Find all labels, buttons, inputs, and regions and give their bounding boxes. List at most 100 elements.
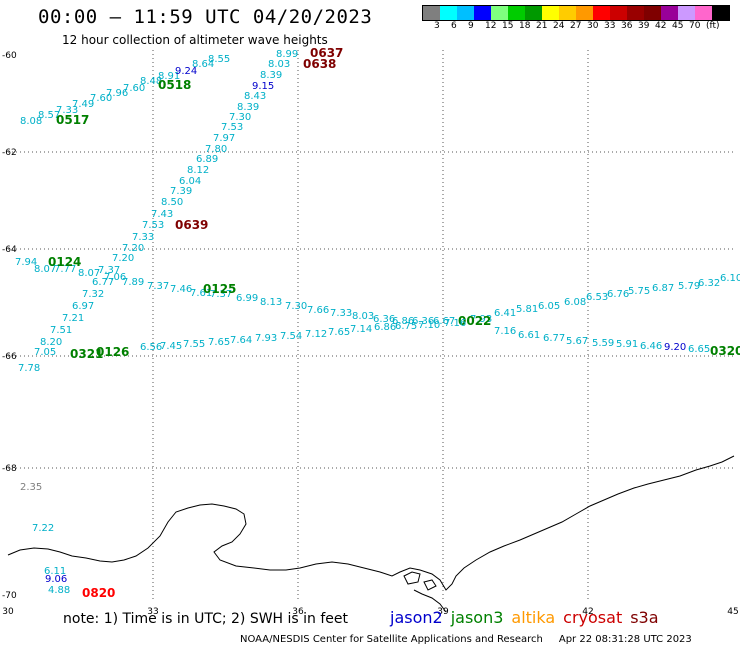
swh-value-label: 7.55 [183, 339, 205, 350]
swh-value-label: 7.60 [90, 93, 112, 104]
swh-value-label: 8.07 [34, 264, 56, 275]
lon-label: 33 [147, 607, 158, 617]
swh-color-scale [422, 5, 730, 21]
lon-label: 42 [582, 607, 593, 617]
swh-value-label: 7.37 [98, 265, 120, 276]
color-scale-tick: 24 [553, 21, 565, 31]
swh-value-label: 7.78 [18, 363, 40, 374]
color-swatch [542, 6, 559, 20]
swh-value-label: 6.10 [720, 273, 740, 284]
swh-value-label: 7.93 [255, 333, 277, 344]
antarctic-coastline [7, 455, 735, 591]
color-swatch [525, 6, 542, 20]
satellite-jason2: jason2 [390, 608, 443, 627]
swh-value-label: 9.20 [664, 342, 686, 353]
swh-value-label: 7.32 [82, 289, 104, 300]
swh-value-label: 7.20 [112, 253, 134, 264]
swh-value-label: 7.51 [50, 325, 72, 336]
swh-labels: 8.088.577.337.497.607.967.608.488.919.24… [15, 46, 740, 600]
swh-value-label: 7.05 [34, 347, 56, 358]
pass-time-label: 0637 [310, 46, 343, 60]
pass-time-label: 0125 [203, 282, 236, 296]
swh-value-label: 8.39 [260, 70, 282, 81]
swh-value-label: 8.39 [237, 102, 259, 113]
color-swatch [661, 6, 678, 20]
swh-value-label: 7.20 [122, 243, 144, 254]
swh-value-label: 7.49 [72, 99, 94, 110]
pass-time-label: 0320 [710, 344, 740, 358]
swh-value-label: 7.89 [122, 277, 144, 288]
swh-value-label: 6.97 [72, 301, 94, 312]
color-scale-tick: 9 [468, 21, 474, 31]
swh-value-label: 5.67 [566, 336, 588, 347]
swh-value-label: 8.64 [192, 59, 214, 70]
swh-value-label: 7.14 [350, 324, 372, 335]
pass-time-label: 0126 [96, 345, 129, 359]
swh-value-label: 8.08 [20, 116, 42, 127]
swh-value-label: 8.99 [276, 49, 298, 60]
pass-time-label: 0639 [175, 218, 208, 232]
swh-value-label: 5.75 [628, 286, 650, 297]
color-swatch [695, 6, 712, 20]
swh-value-label: 6.86 [374, 322, 396, 333]
lat-label: -68 [2, 464, 17, 474]
color-swatch [678, 6, 695, 20]
color-swatch [423, 6, 440, 20]
color-scale-tick: 12 [485, 21, 497, 31]
swh-value-label: 7.65 [328, 327, 350, 338]
swh-value-label: 7.60 [123, 83, 145, 94]
swh-value-label: 7.21 [62, 313, 84, 324]
lat-label: -64 [2, 245, 17, 255]
swh-value-label: 7.22 [32, 523, 54, 534]
swh-value-label: 6.89 [196, 154, 218, 165]
lon-label: 30 [2, 607, 14, 617]
swh-value-label: 5.59 [592, 338, 614, 349]
color-swatch [644, 6, 661, 20]
pass-time-label: 0124 [48, 255, 81, 269]
color-scale-tick: 45 [672, 21, 684, 31]
swh-value-label: 7.96 [106, 88, 128, 99]
satellite-cryosat: cryosat [563, 608, 623, 627]
swh-value-label: 8.57 [38, 110, 60, 121]
coastal-bay [413, 589, 447, 613]
swh-value-label: 7.77 [54, 264, 76, 275]
swh-value-label: 7.66 [307, 305, 329, 316]
swh-value-label: 7.37 [210, 289, 232, 300]
swh-value-label: 7.33 [56, 105, 78, 116]
swh-value-label: 7.53 [221, 122, 243, 133]
swh-value-label: 6.46 [640, 341, 662, 352]
satellite-s3a: s3a [630, 608, 659, 627]
map-footer: NOAA/NESDIS Center for Satellite Applica… [240, 634, 692, 645]
swh-value-label: 7.39 [170, 186, 192, 197]
swh-value-label: 8.03 [268, 59, 290, 70]
map-note: note: 1) Time is in UTC; 2) SWH is in fe… [63, 611, 349, 627]
lon-label: 45 [727, 607, 738, 617]
color-scale-tick: 21 [536, 21, 548, 31]
swh-value-label: 6.04 [179, 176, 201, 187]
map-title: 00:00 – 11:59 UTC 04/20/2023 [38, 6, 373, 28]
swh-value-label: 9.15 [252, 81, 274, 92]
swh-value-label: 7.61 [190, 288, 212, 299]
coastal-island [423, 579, 437, 591]
swh-value-label: 7.53 [142, 220, 164, 231]
swh-value-label: 7.33 [132, 232, 154, 243]
swh-value-label: 8.55 [208, 54, 230, 65]
swh-value-label: 8.43 [244, 91, 266, 102]
lat-label: -60 [2, 51, 17, 61]
swh-value-label: 7.37 [147, 281, 169, 292]
swh-value-label: 7.30 [229, 112, 251, 123]
color-scale-tick: 30 [587, 21, 599, 31]
color-swatch [593, 6, 610, 20]
satellite-altika: altika [511, 608, 556, 627]
swh-value-label: 7.80 [205, 144, 227, 155]
swh-value-label: 7.97 [213, 133, 235, 144]
swh-value-label: 2.35 [20, 482, 42, 493]
swh-value-label: 7.12 [305, 329, 327, 340]
color-swatch [440, 6, 457, 20]
color-swatch [712, 6, 729, 20]
swh-value-label: 5.79 [678, 281, 700, 292]
pass-time-label: 0638 [303, 57, 336, 71]
swh-value-label: 8.12 [187, 165, 209, 176]
swh-value-label: 9.06 [45, 574, 67, 585]
